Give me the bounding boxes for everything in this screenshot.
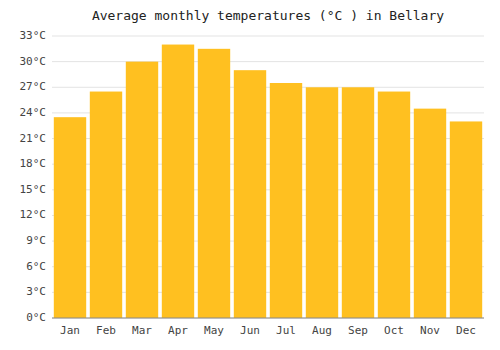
bar (54, 117, 86, 318)
y-tick-label: 18°C (20, 157, 47, 170)
grid-line (52, 36, 484, 37)
y-tick-label: 3°C (26, 285, 46, 298)
grid-line (52, 87, 484, 88)
x-tick-label: Aug (312, 324, 332, 337)
bar (342, 87, 374, 318)
chart-container: 0°C 3°C 6°C 9°C 12°C 15°C 18°C 21°C 24°C 27°C 30°C… (0, 0, 500, 350)
x-tick-label: Nov (420, 324, 440, 337)
x-tick-label: Jan (60, 324, 80, 337)
bar (198, 49, 230, 318)
x-tick-label: May (204, 324, 224, 337)
bar (270, 83, 302, 318)
x-tick-label: Apr (168, 324, 188, 337)
x-tick-label: Sep (348, 324, 368, 337)
y-tick-label: 9°C (26, 234, 46, 247)
x-tick-label: Jul (276, 324, 296, 337)
x-tick-label: Jun (240, 324, 260, 337)
bar (450, 121, 482, 318)
y-axis: 0°C 3°C 6°C 9°C 12°C 15°C 18°C 21°C 24°C 27°C 30°C… (20, 29, 47, 324)
x-tick-label: Oct (384, 324, 404, 337)
x-tick-label: Dec (456, 324, 476, 337)
bar (414, 109, 446, 318)
bar (234, 70, 266, 318)
y-tick-label: 30°C (20, 55, 47, 68)
bar (378, 92, 410, 318)
bar (126, 62, 158, 318)
y-tick-label: 0°C (26, 311, 46, 324)
y-tick-label: 6°C (26, 260, 46, 273)
title: Average monthly temperatures (°C ) in Be… (92, 8, 444, 23)
x-axis: Jan Feb Mar Apr May Jun Jul Aug Sep Oct Nov Dec (52, 318, 484, 337)
y-tick-label: 12°C (20, 208, 47, 221)
grid-line (52, 318, 484, 319)
grid-line (52, 61, 484, 62)
grid (52, 36, 484, 318)
x-axis-line (52, 318, 484, 319)
y-tick-label: 21°C (20, 132, 47, 145)
y-tick-label: 24°C (20, 106, 47, 119)
y-tick-label: 15°C (20, 183, 47, 196)
y-tick-label: 33°C (20, 29, 47, 42)
bar (90, 92, 122, 318)
bar (306, 87, 338, 318)
x-tick-label: Mar (132, 324, 152, 337)
y-tick-label: 27°C (20, 80, 47, 93)
bars (54, 45, 482, 318)
bar (162, 45, 194, 318)
chart: 0°C 3°C 6°C 9°C 12°C 15°C 18°C 21°C 24°C 27°C 30°C… (0, 0, 500, 350)
x-tick-label: Feb (96, 324, 116, 337)
